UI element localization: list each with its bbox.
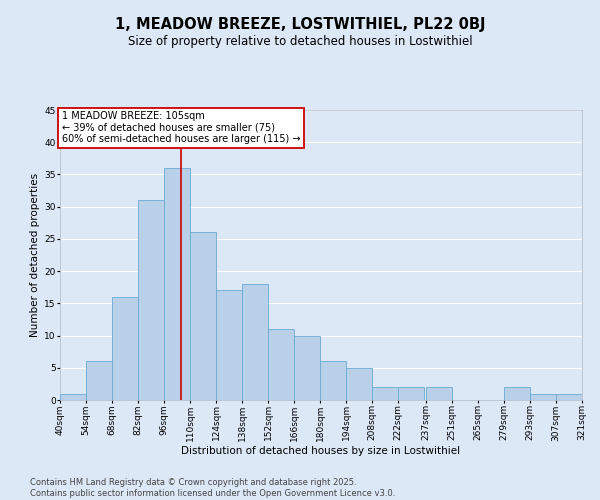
Text: Size of property relative to detached houses in Lostwithiel: Size of property relative to detached ho… [128,35,472,48]
Text: Contains HM Land Registry data © Crown copyright and database right 2025.
Contai: Contains HM Land Registry data © Crown c… [30,478,395,498]
Text: 1, MEADOW BREEZE, LOSTWITHIEL, PL22 0BJ: 1, MEADOW BREEZE, LOSTWITHIEL, PL22 0BJ [115,18,485,32]
Bar [268,329,294,400]
Bar [530,394,556,400]
Bar [190,232,216,400]
Text: 1 MEADOW BREEZE: 105sqm
← 39% of detached houses are smaller (75)
60% of semi-de: 1 MEADOW BREEZE: 105sqm ← 39% of detache… [62,112,301,144]
Bar [346,368,372,400]
Bar [216,290,242,400]
Bar [556,394,582,400]
Bar [504,387,530,400]
Bar [242,284,268,400]
Bar [112,297,138,400]
Y-axis label: Number of detached properties: Number of detached properties [30,173,40,337]
Bar [164,168,190,400]
Bar [86,362,112,400]
Bar [426,387,452,400]
Bar [60,394,86,400]
Bar [294,336,320,400]
Bar [138,200,164,400]
X-axis label: Distribution of detached houses by size in Lostwithiel: Distribution of detached houses by size … [181,446,461,456]
Bar [372,387,398,400]
Bar [398,387,424,400]
Bar [320,362,346,400]
